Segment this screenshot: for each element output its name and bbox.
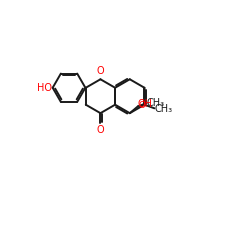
Text: O: O [97,125,104,135]
Text: HO: HO [37,83,52,93]
Text: OH: OH [137,99,152,109]
Text: O: O [139,102,146,110]
Text: O: O [97,66,104,76]
Text: CH₃: CH₃ [155,104,173,114]
Text: CH₃: CH₃ [147,98,165,108]
